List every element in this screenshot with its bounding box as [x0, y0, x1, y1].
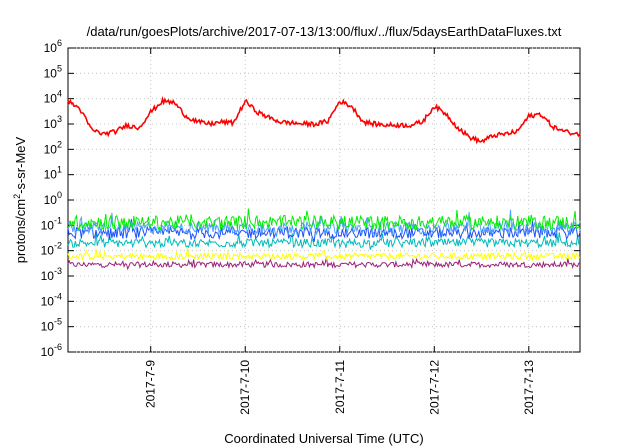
series-line-band: [67, 256, 581, 271]
x-tick-label: 2017-7-12: [427, 360, 441, 415]
series-line-band: [67, 231, 581, 250]
x-tick-label: 2017-7-9: [144, 360, 158, 408]
y-tick-label: 10-2: [41, 241, 62, 258]
grid-lines: [68, 47, 580, 353]
x-tick-label: 2017-7-10: [238, 360, 252, 415]
y-tick-label: 10-5: [41, 317, 62, 334]
y-axis-label-superscript: 2: [12, 194, 22, 199]
y-tick-label: 10-6: [41, 342, 62, 359]
y-tick-label: 104: [44, 89, 62, 106]
series-line-band: [67, 208, 581, 231]
y-tick-label: 10-3: [41, 266, 62, 283]
series-line-band: [67, 247, 581, 262]
y-tick-label: 106: [44, 38, 62, 55]
y-axis: 10-6 10-5 10-4 10-3 10-2 10-1 100 101 102 103 104 1…: [41, 38, 580, 359]
x-tick-label: 2017-7-13: [522, 360, 536, 415]
y-tick-label: 105: [44, 63, 62, 80]
y-tick-label: 101: [44, 165, 62, 182]
y-tick-label: 10-1: [41, 215, 62, 232]
y-tick-label: 102: [44, 139, 62, 156]
y-tick-label: 10-4: [41, 291, 62, 308]
y-axis-label-suffix: -s-sr-MeV: [13, 136, 28, 193]
y-axis-label: protons/cm2-s-sr-MeV: [12, 136, 28, 263]
y-axis-label-prefix: protons/cm: [13, 199, 28, 263]
series-group: [67, 95, 581, 271]
chart-title: /data/run/goesPlots/archive/2017-07-13/1…: [87, 24, 562, 39]
x-tick-label: 2017-7-11: [333, 360, 347, 414]
y-tick-label: 103: [44, 114, 62, 131]
y-tick-label: 100: [44, 190, 62, 207]
x-axis-label: Coordinated Universal Time (UTC): [224, 431, 423, 446]
series-line-red: [67, 95, 581, 145]
x-axis: 2017-7-9 2017-7-10 2017-7-11 2017-7-12 2017-…: [144, 48, 536, 415]
